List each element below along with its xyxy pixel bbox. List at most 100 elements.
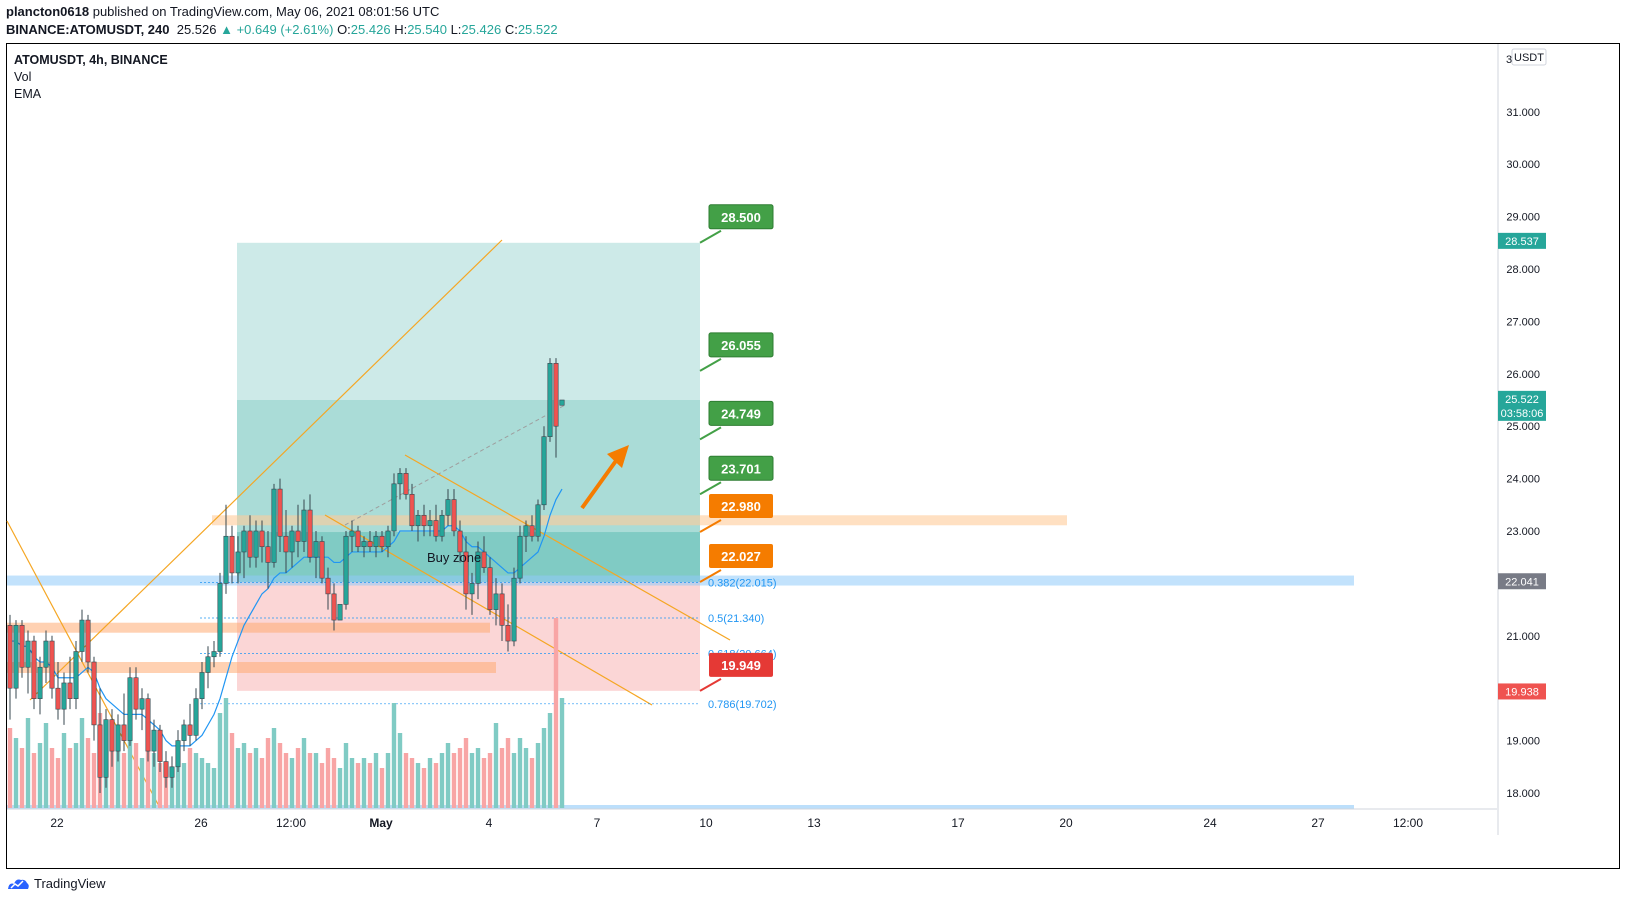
buy-zone-label: Buy zone bbox=[427, 550, 481, 565]
author-name[interactable]: plancton0618 bbox=[6, 4, 90, 19]
volume-bar bbox=[493, 723, 499, 808]
volume-bar bbox=[367, 763, 373, 808]
volume-bar bbox=[217, 713, 223, 808]
tradingview-brand[interactable]: TradingView bbox=[6, 876, 106, 891]
time-tick: 27 bbox=[1311, 816, 1325, 830]
candle-body bbox=[43, 640, 49, 668]
level-label: 23.701 bbox=[721, 461, 761, 476]
open-value: 25.426 bbox=[350, 22, 391, 37]
candle-body bbox=[187, 724, 193, 736]
bottom-band bbox=[7, 805, 1354, 809]
volume-bar bbox=[235, 748, 241, 808]
volume-bar bbox=[259, 758, 265, 808]
candle-body bbox=[547, 363, 553, 437]
volume-bar bbox=[223, 698, 229, 808]
volume-bar bbox=[295, 748, 301, 808]
fib-label: 0.5(21.340) bbox=[708, 613, 764, 625]
volume-bar bbox=[43, 723, 49, 808]
volume-bar bbox=[169, 768, 175, 808]
low-label: L: bbox=[450, 22, 462, 37]
candle-body bbox=[133, 677, 139, 710]
volume-bar bbox=[385, 753, 391, 808]
candle-body bbox=[511, 577, 517, 642]
candle-body bbox=[49, 640, 55, 689]
tradingview-logo-icon bbox=[8, 879, 29, 889]
candle-body bbox=[409, 494, 415, 527]
candle-body bbox=[139, 698, 145, 710]
candle-body bbox=[415, 514, 421, 527]
volume-bar bbox=[475, 748, 481, 808]
candle-body bbox=[103, 719, 109, 778]
time-tick: May bbox=[369, 816, 393, 830]
demand-band-1 bbox=[7, 622, 490, 633]
candle-body bbox=[451, 499, 457, 532]
volume-bar bbox=[265, 738, 271, 808]
volume-bar bbox=[403, 753, 409, 808]
candle-body bbox=[241, 530, 247, 553]
volume-bar bbox=[115, 738, 121, 808]
candle-body bbox=[499, 593, 505, 626]
level-label: 22.980 bbox=[721, 499, 761, 514]
volume-bar bbox=[253, 748, 259, 808]
publisher-line: plancton0618 published on TradingView.co… bbox=[6, 4, 439, 19]
volume-bar bbox=[391, 703, 397, 808]
candle-body bbox=[157, 729, 163, 762]
volume-bar bbox=[457, 748, 463, 808]
volume-bar bbox=[127, 728, 133, 808]
price-badge-label: 19.938 bbox=[1505, 686, 1539, 698]
volume-bar bbox=[541, 728, 547, 808]
candle-body bbox=[379, 535, 385, 548]
volume-bar bbox=[289, 758, 295, 808]
support-band bbox=[7, 575, 1354, 586]
volume-bar bbox=[67, 748, 73, 808]
volume-bar bbox=[487, 753, 493, 808]
candle-body bbox=[199, 672, 205, 699]
candle-body bbox=[433, 520, 439, 537]
volume-bar bbox=[361, 758, 367, 808]
volume-bar bbox=[151, 753, 157, 808]
candle-body bbox=[463, 551, 469, 595]
open-label: O: bbox=[337, 22, 351, 37]
price-tick: 25.000 bbox=[1506, 421, 1540, 433]
level-box bbox=[708, 204, 774, 230]
volume-bar bbox=[133, 743, 139, 808]
volume-bar bbox=[37, 743, 43, 808]
volume-bar bbox=[91, 753, 97, 808]
volume-bar bbox=[499, 748, 505, 808]
volume-bar bbox=[355, 763, 361, 808]
volume-bar bbox=[433, 763, 439, 808]
candle-body bbox=[151, 729, 157, 752]
volume-bar bbox=[343, 743, 349, 808]
volume-bar bbox=[517, 738, 523, 808]
legend-symbol[interactable]: ATOMUSDT, 4h, BINANCE bbox=[14, 53, 168, 67]
candle-body bbox=[301, 509, 307, 542]
level-pointer bbox=[699, 481, 722, 496]
price-badge-label: 22.041 bbox=[1505, 576, 1539, 588]
legend-ema[interactable]: EMA bbox=[14, 87, 42, 101]
volume-bar bbox=[79, 718, 85, 808]
candle-body bbox=[349, 530, 355, 537]
price-badge bbox=[1498, 232, 1546, 249]
volume-bar bbox=[379, 768, 385, 808]
candle-body bbox=[559, 399, 565, 406]
level-label: 26.055 bbox=[721, 338, 761, 353]
bullish-arrow-head bbox=[607, 445, 629, 468]
candle-body bbox=[253, 530, 259, 558]
candle-body bbox=[313, 541, 319, 558]
time-tick: 12:00 bbox=[1393, 816, 1423, 830]
candle-body bbox=[487, 567, 493, 610]
candle-body bbox=[295, 530, 301, 542]
resistance-band bbox=[212, 515, 1067, 526]
time-tick: 4 bbox=[486, 816, 493, 830]
price-tick: 19.000 bbox=[1506, 736, 1540, 748]
volume-bar bbox=[337, 768, 343, 808]
candle-body bbox=[109, 719, 115, 752]
legend-volume[interactable]: Vol bbox=[14, 70, 32, 84]
candle-body bbox=[73, 651, 79, 699]
candle-body bbox=[439, 514, 445, 537]
chart-frame[interactable] bbox=[6, 43, 1620, 869]
ohlc-line: BINANCE:ATOMUSDT, 240 25.526 ▲ +0.649 (+… bbox=[6, 22, 558, 37]
candle-body bbox=[217, 583, 223, 652]
candle-body bbox=[97, 724, 103, 778]
